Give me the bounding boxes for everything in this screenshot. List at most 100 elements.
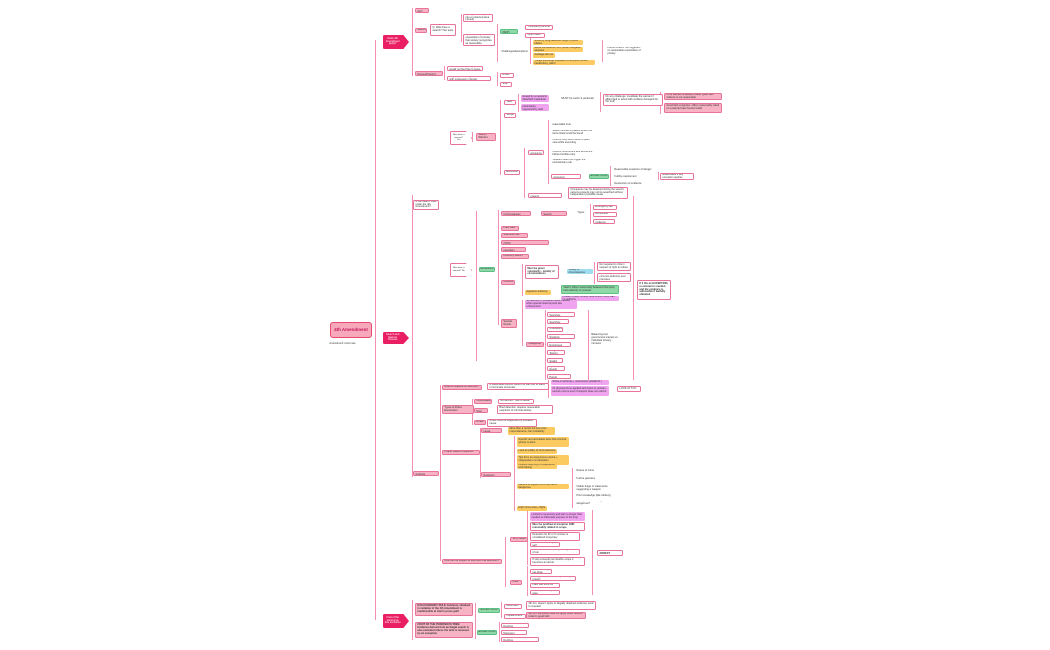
mindmap-node[interactable]: Terry Stops [510, 537, 528, 542]
mindmap-node[interactable]: LOOK AT TOC [617, 386, 641, 392]
mindmap-node[interactable]: Prior knowledge (like robbery) [576, 494, 611, 497]
mindmap-node[interactable]: Gov't Act? [415, 8, 429, 13]
mindmap-node[interactable]: Good faith exception: officer reasonably… [664, 103, 722, 113]
mindmap-node[interactable]: Good faith [504, 604, 522, 609]
mindmap-node[interactable]: Public School Students [547, 334, 575, 339]
mindmap-node[interactable]: On any challenge: invalidate the warrant… [603, 94, 663, 106]
mindmap-node[interactable]: Probation & Parole [547, 374, 571, 379]
mindmap-node[interactable]: IV Search Analysis [413, 471, 439, 476]
mindmap-node[interactable]: Person: reasonable person would not feel… [447, 66, 483, 71]
mindmap-node[interactable]: MUST be sworn & particular [561, 97, 594, 101]
mindmap-node[interactable]: Can ask to identify self [530, 542, 560, 547]
mindmap-node[interactable]: Search incident to lawful arrest (SITA) [501, 240, 549, 245]
mindmap-node[interactable]: FRUIT OF THE POISONOUS TREE: Evidence de… [415, 622, 473, 638]
mindmap-node[interactable]: Inevitable Discovery [501, 630, 527, 635]
mindmap-node[interactable]: 4th Am. doesn't apply to illegally obtai… [526, 601, 596, 610]
mindmap-node[interactable]: EXCEPTIONS [477, 630, 497, 635]
mindmap-node[interactable]: Consent [501, 280, 515, 285]
mindmap-node[interactable]: Seizure of Person/Property [415, 71, 443, 76]
mindmap-node[interactable]: Probable cause and particularity, suppor… [521, 104, 549, 111]
mindmap-node[interactable]: No warrant or probable cause needed when… [525, 300, 577, 309]
root-topic[interactable]: 4th Amendment [330, 322, 372, 338]
mindmap-node[interactable]: Third-party doctrine [525, 25, 553, 30]
mindmap-node[interactable]: Search limited to places where the items… [552, 130, 593, 135]
mindmap-node[interactable]: Reasonable if any exception applies [660, 173, 694, 180]
mindmap-node[interactable]: If stop exceeds permissible scope it bec… [530, 557, 585, 566]
mindmap-node[interactable]: DNA Swabs [547, 358, 563, 363]
mindmap-node[interactable]: If it fits an EXCEPTION, no warrant is n… [637, 280, 671, 300]
mindmap-node[interactable]: Drug Testing [547, 350, 565, 355]
mindmap-node[interactable]: Reasonable Suspicion [481, 472, 511, 477]
mindmap-node[interactable]: Scope [504, 113, 516, 118]
mindmap-node[interactable]: Stop and frisk [501, 233, 528, 238]
mindmap-node[interactable]: Who can be subject to stop and frisk det… [442, 559, 502, 564]
mindmap-node[interactable]: Limited to temporary and last no longer … [530, 512, 585, 521]
mindmap-node[interactable]: Proper basis of suspicion [442, 450, 480, 455]
mindmap-node[interactable]: Aerial surveillance from public navigabl… [533, 47, 583, 52]
mindmap-node[interactable]: Prepared by the ELOE 4th Amendment mind … [329, 341, 359, 344]
mindmap-node[interactable]: Border Searches [547, 319, 569, 324]
mindmap-node[interactable]: Search? [415, 28, 427, 33]
mindmap-node[interactable]: Tips from an anonymous source + independ… [517, 455, 569, 465]
branch-arrow-node[interactable]: Was there a warrant? Yes [450, 131, 472, 145]
mindmap-node[interactable]: Automobile exception [501, 247, 526, 252]
mindmap-node[interactable]: Apparent authority [525, 290, 551, 295]
mindmap-node[interactable]: Not required to inform suspect of right … [597, 262, 631, 271]
mindmap-node[interactable]: Challenges/Exceptions [501, 50, 528, 54]
mindmap-node[interactable]: High crime area + flight [517, 506, 547, 511]
mindmap-node[interactable]: Balancing test: government interest vs. … [591, 333, 619, 345]
mindmap-node[interactable]: Is the search valid under the 4th Amendm… [413, 200, 439, 210]
mindmap-node[interactable]: Special Needs [547, 366, 565, 371]
mindmap-node[interactable]: Look at totality of circumstances [517, 449, 557, 454]
mindmap-node[interactable]: Administrative Searches [547, 312, 575, 317]
mindmap-node[interactable]: 1) Physical trespass into a protected ar… [463, 14, 493, 22]
mindmap-node[interactable]: Detention of those present [528, 193, 562, 198]
mindmap-node[interactable]: Plain view [501, 226, 519, 231]
mindmap-node[interactable]: Violation does not trigger the exclusion… [552, 159, 586, 164]
mindmap-node[interactable]: Open fields [525, 33, 545, 38]
mindmap-node[interactable]: Categories [526, 342, 544, 347]
mindmap-node[interactable]: Impeachment [504, 614, 526, 619]
mindmap-node[interactable]: EXCEPTIONS [478, 608, 500, 613]
mindmap-node[interactable]: Independent Source Doctrine [501, 637, 539, 642]
mindmap-node[interactable]: Checkpoints [547, 327, 563, 332]
mindmap-node[interactable]: Or physical force applied with intent to… [551, 386, 609, 396]
mindmap-node[interactable]: Officers must knock and announce before … [552, 151, 593, 156]
mindmap-node[interactable]: Things knowingly exposed to the public (… [533, 60, 595, 65]
mindmap-node[interactable]: Arrest [500, 73, 514, 78]
mindmap-node[interactable]: Specific and articulable facts that crim… [517, 437, 569, 447]
mindmap-node[interactable]: Conversation [474, 399, 492, 404]
mindmap-node[interactable]: No knock-and-announce [551, 174, 581, 179]
mindmap-node[interactable]: No seizure - free to leave [498, 399, 534, 404]
mindmap-node[interactable]: A reasonable person would not feel free … [487, 383, 549, 390]
mindmap-node[interactable]: Special Needs [501, 319, 517, 328]
mindmap-node[interactable]: Is the person near a gun or dangerous? [576, 501, 607, 505]
mindmap-node[interactable]: Inventory search [501, 254, 529, 259]
mindmap-node[interactable]: Stop [500, 82, 512, 87]
mindmap-node[interactable]: Public Employees [547, 342, 571, 347]
mindmap-node[interactable]: Plain feel doctrine [530, 583, 560, 588]
mindmap-node[interactable]: Terry Stop [474, 408, 488, 413]
mindmap-node[interactable]: Officers may rely on experience and trai… [517, 464, 557, 469]
mindmap-node[interactable]: 4th Am. exclusion does not apply when of… [526, 612, 586, 619]
mindmap-node[interactable]: Warrantless Search [541, 211, 567, 216]
mindmap-node[interactable]: Destruction of evidence [614, 182, 642, 185]
mindmap-node[interactable]: Must be justified at inception AND reaso… [530, 522, 585, 531]
mindmap-node[interactable]: Third party consent - common authority o… [597, 273, 631, 282]
mindmap-node[interactable]: Arrest must be supported by probable cau… [487, 419, 537, 427]
mindmap-node[interactable]: Factors to support RS of armed & dangero… [517, 484, 569, 489]
mindmap-node[interactable]: Can order drivers and passengers out of … [530, 549, 580, 555]
mindmap-node[interactable]: Valid [504, 100, 516, 105]
mindmap-node[interactable]: Issued by a neutral & detached magistrat… [521, 95, 549, 102]
mindmap-node[interactable]: EXCEPTIONS [589, 174, 609, 179]
mindmap-node[interactable]: Knock & announce [528, 150, 544, 155]
mindmap-node[interactable]: Futility requirement [614, 175, 637, 178]
mindmap-node[interactable]: 2) REP - subjective expectation of priva… [463, 34, 495, 46]
branch-arrow-node[interactable]: Fruit of the poisonous tree exclusion [383, 614, 409, 628]
mindmap-node[interactable]: Fourth Amend. not triggered - no reasona… [607, 47, 642, 55]
mindmap-node[interactable]: Detention for ID or 5 minutes is conside… [530, 532, 580, 541]
mindmap-node[interactable]: Property: meaningful interference with p… [447, 76, 491, 81]
mindmap-node[interactable]: Arrest [474, 420, 486, 425]
mindmap-node[interactable]: Evanescent evidence [593, 219, 615, 224]
mindmap-node[interactable]: Visible bulge or statements suggesting a… [576, 485, 608, 491]
